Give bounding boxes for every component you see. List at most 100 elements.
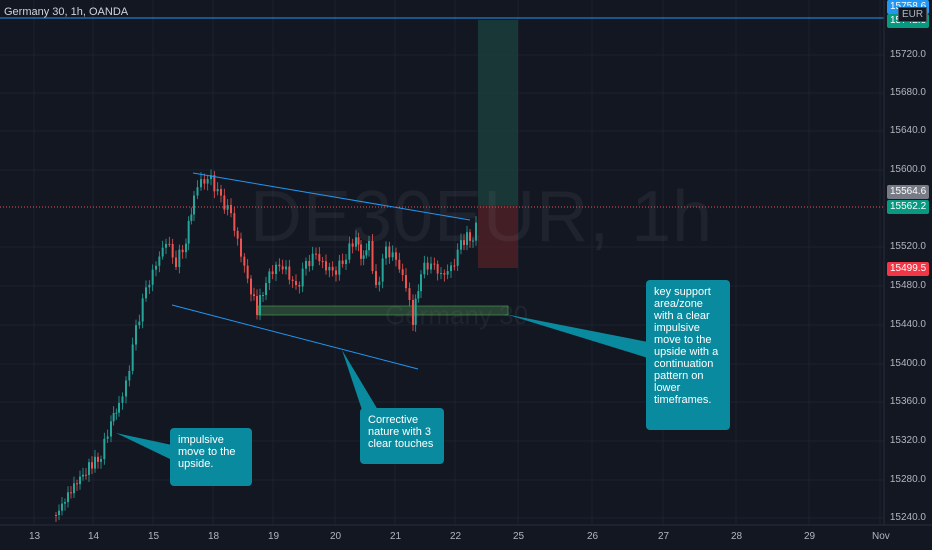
description-watermark: Germany 30 (385, 300, 529, 330)
candle-body (433, 263, 436, 265)
corrective-callout[interactable]: Corrective nature with 3 clear touches (360, 408, 444, 464)
candle-body (456, 249, 459, 266)
candle-body (178, 249, 181, 267)
candle-body (275, 264, 277, 275)
candle-body (278, 264, 281, 267)
candle-body (165, 243, 167, 248)
candle-body (58, 510, 60, 515)
candle-body (185, 243, 187, 253)
candle-body (395, 252, 397, 260)
time-tick-label: Nov (872, 531, 890, 542)
entry-price-badge: 15562.2 (887, 200, 930, 214)
candle-body (381, 258, 384, 282)
candle-body (220, 189, 222, 196)
time-tick-label: 20 (330, 531, 342, 542)
candle-body (110, 421, 112, 437)
candle-body (236, 230, 239, 239)
candle-body (230, 205, 232, 214)
candle-body (469, 232, 471, 241)
grid (0, 0, 884, 525)
candle-body (240, 238, 242, 257)
candle-body (308, 260, 311, 267)
support-callout[interactable]: key support area/zone with a clear impul… (646, 280, 730, 430)
candle-body (338, 260, 341, 275)
price-tick-label: 15680.0 (889, 87, 926, 98)
channel-upper-line[interactable] (192, 172, 471, 221)
price-tick-label: 15320.0 (889, 435, 926, 446)
candle-body (148, 284, 151, 288)
candle-body (351, 243, 354, 247)
candle-body (420, 274, 422, 292)
time-tick-label: 22 (450, 531, 462, 542)
candle-body (388, 246, 391, 258)
candle-body (97, 456, 99, 462)
candle-body (440, 273, 442, 275)
candle-body (203, 179, 206, 184)
candle-body (311, 253, 314, 267)
time-tick-label: 25 (513, 531, 525, 542)
candle-body (328, 266, 331, 271)
impulsive-pointer (116, 433, 172, 460)
candle-body (76, 483, 78, 485)
candle-body (115, 412, 118, 414)
candle-body (121, 396, 124, 403)
candle-body (426, 262, 429, 270)
candle-body (190, 214, 193, 221)
candle-body (125, 380, 127, 397)
candle-body (345, 259, 347, 265)
candle-body (285, 266, 287, 270)
candle-body (88, 462, 90, 475)
candle-body (401, 269, 404, 276)
candle-body (368, 240, 370, 251)
candle-body (436, 264, 439, 274)
candle-body (151, 269, 154, 285)
candle-body (305, 260, 307, 269)
candle-body (271, 271, 274, 275)
candle-body (106, 436, 109, 439)
time-tick-label: 29 (804, 531, 816, 542)
candle-body (250, 278, 252, 295)
stop-zone[interactable] (478, 205, 518, 268)
impulsive-callout[interactable]: impulsive move to the upside. (170, 428, 252, 486)
candle-body (213, 175, 216, 192)
time-tick-label: 27 (658, 531, 670, 542)
candle-body (341, 260, 344, 265)
candle-body (463, 240, 465, 245)
price-tick-label: 15440.0 (889, 319, 926, 330)
candle-body (430, 263, 432, 270)
target-zone[interactable] (478, 20, 518, 205)
candle-body (256, 296, 258, 315)
candle-body (223, 195, 226, 210)
candle-body (472, 240, 474, 242)
candle-body (385, 246, 387, 259)
candle-body (210, 175, 212, 180)
price-tick-label: 15640.0 (889, 125, 926, 136)
candle-body (233, 213, 236, 231)
candle-body (281, 266, 284, 270)
candle-body (85, 474, 87, 476)
candle-body (200, 179, 202, 188)
candle-body (100, 459, 102, 462)
candle-body (262, 294, 264, 296)
channel-lower-line[interactable] (171, 304, 419, 370)
candle-body (94, 456, 96, 469)
candle-body (446, 271, 449, 275)
price-tick-label: 15480.0 (889, 280, 926, 291)
price-tick-label: 15280.0 (889, 474, 926, 485)
symbol-title[interactable]: Germany 30, 1h, OANDA (4, 6, 129, 18)
price-tick-label: 15360.0 (889, 396, 926, 407)
time-tick-label: 19 (268, 531, 280, 542)
candle-body (91, 462, 93, 469)
time-tick-label: 26 (587, 531, 599, 542)
price-tick-label: 15400.0 (889, 358, 926, 369)
candle-body (64, 502, 66, 504)
candle-body (288, 266, 291, 280)
candle-body (216, 189, 219, 192)
candle-body (355, 237, 357, 247)
candle-body (453, 265, 456, 267)
candle-body (295, 280, 297, 286)
currency-button[interactable]: EUR (898, 7, 928, 22)
candlestick-series (55, 169, 477, 522)
